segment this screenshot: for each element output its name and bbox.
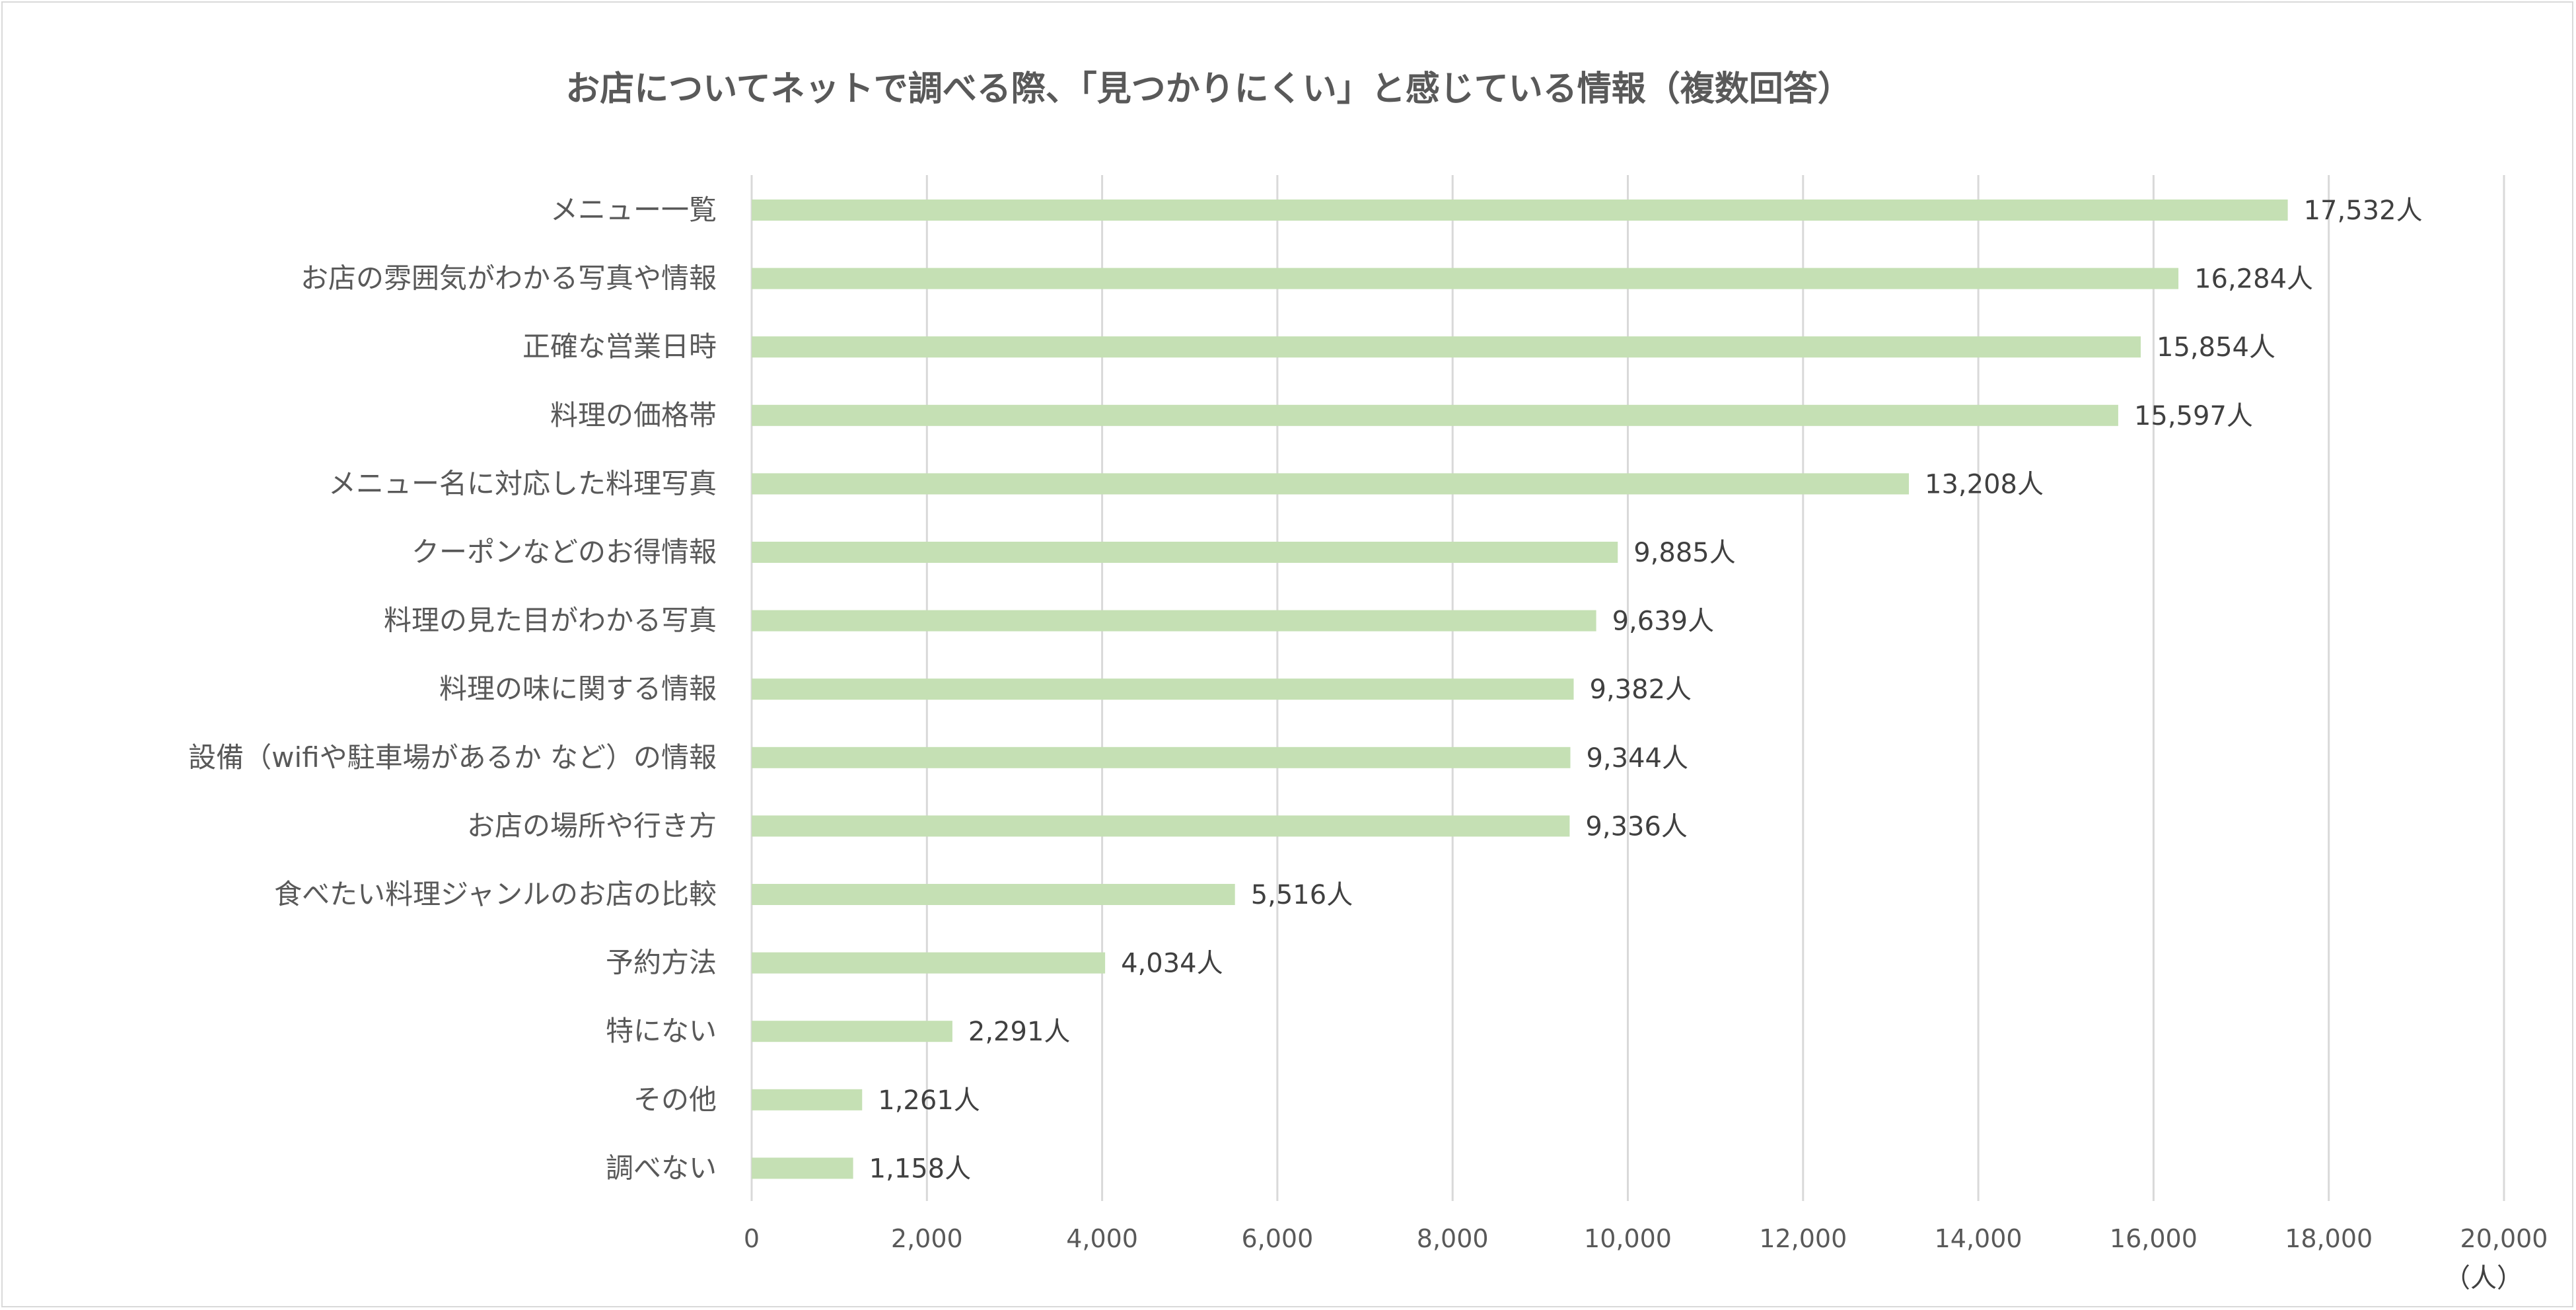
data-label: 9,885人 <box>1633 538 1736 568</box>
x-tick-label: 18,000 <box>2285 1224 2373 1253</box>
category-label: 料理の見た目がわかる写真 <box>384 604 717 637</box>
data-label: 5,516人 <box>1251 880 1353 910</box>
data-label: 15,854人 <box>2157 332 2275 363</box>
data-labels: 17,532人 16,284人 15,854人 15,597人 13,208人 9,885… <box>869 196 2423 1184</box>
x-tick-label: 20,000 <box>2460 1224 2548 1253</box>
data-label: 16,284人 <box>2194 264 2313 295</box>
x-tick-label: 14,000 <box>1935 1224 2022 1253</box>
x-axis-tick-labels: 0 2,000 4,000 6,000 8,000 10,000 12,000 14,000 1… <box>744 1224 2548 1253</box>
data-label: 4,034人 <box>1121 949 1223 979</box>
category-label: 食べたい料理ジャンルのお店の比較 <box>274 878 717 910</box>
category-labels: メニュー一覧お店の雰囲気がわかる写真や情報正確な営業日時料理の価格帯メニュー名に… <box>188 194 717 1184</box>
data-label: 9,639人 <box>1612 606 1715 637</box>
category-label: クーポンなどのお得情報 <box>411 536 717 568</box>
data-label: 9,336人 <box>1585 811 1688 842</box>
category-label: お店の雰囲気がわかる写真や情報 <box>301 262 717 295</box>
x-tick-label: 10,000 <box>1584 1224 1672 1253</box>
x-axis-unit-label: （人） <box>2444 1263 2523 1293</box>
bar <box>752 1089 863 1110</box>
x-tick-label: 12,000 <box>1759 1224 1847 1253</box>
x-tick-label: 2,000 <box>891 1224 963 1253</box>
bar <box>752 268 2179 289</box>
category-label: 料理の味に関する情報 <box>439 673 717 705</box>
x-tick-label: 6,000 <box>1242 1224 1314 1253</box>
data-label: 9,382人 <box>1590 674 1692 705</box>
category-label: メニュー名に対応した料理写真 <box>328 467 717 499</box>
bar <box>752 1021 952 1042</box>
bar <box>752 746 1571 768</box>
data-label: 17,532人 <box>2304 196 2423 226</box>
data-label: 1,158人 <box>869 1153 972 1184</box>
category-label: お店の場所や行き方 <box>467 809 717 842</box>
x-tick-label: 4,000 <box>1066 1224 1138 1253</box>
data-label: 2,291人 <box>968 1017 1071 1047</box>
category-label: 調べない <box>606 1151 717 1184</box>
data-label: 1,261人 <box>878 1085 980 1116</box>
bar <box>752 678 1574 700</box>
category-label: その他 <box>633 1083 717 1116</box>
category-label: 予約方法 <box>606 947 717 979</box>
bar <box>752 952 1106 974</box>
x-tick-label: 0 <box>744 1224 760 1253</box>
category-label: 料理の価格帯 <box>550 399 717 431</box>
chart-title: お店についてネットで調べる際、「見つかりにくい」と感じている情報（複数回答） <box>565 69 1851 109</box>
data-label: 13,208人 <box>1925 469 2044 499</box>
bar <box>752 610 1596 632</box>
bar <box>752 200 2288 221</box>
bar <box>752 1157 853 1179</box>
bar <box>752 815 1570 837</box>
x-tick-label: 16,000 <box>2110 1224 2198 1253</box>
bars <box>752 200 2288 1179</box>
x-tick-label: 8,000 <box>1417 1224 1489 1253</box>
category-label: 特にない <box>606 1015 717 1047</box>
bar <box>752 404 2118 426</box>
bar <box>752 473 1910 495</box>
bar <box>752 884 1235 905</box>
bar <box>752 336 2141 358</box>
category-label: メニュー一覧 <box>550 194 717 226</box>
category-label: 設備（wifiや駐車場があるか など）の情報 <box>188 741 717 774</box>
category-label: 正確な営業日時 <box>522 330 717 363</box>
data-label: 15,597人 <box>2134 401 2253 431</box>
bar <box>752 542 1618 563</box>
data-label: 9,344人 <box>1586 743 1688 774</box>
